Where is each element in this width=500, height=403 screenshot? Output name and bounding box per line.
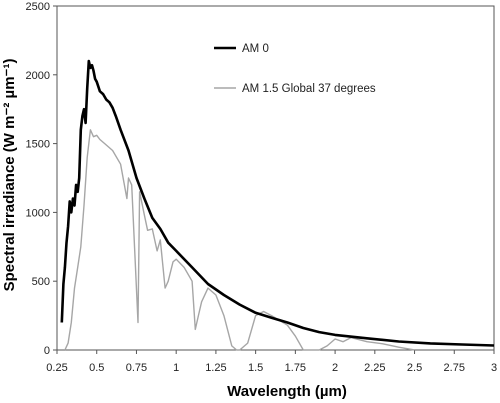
legend-label: AM 1.5 Global 37 degrees	[242, 83, 376, 95]
series-layer	[60, 59, 495, 351]
x-tick-label: 1	[173, 362, 179, 374]
y-axis-title: Spectral irradiance (W m⁻² µm⁻¹)	[1, 59, 18, 292]
y-tick-label: 0	[44, 345, 50, 357]
x-tick-label: 1.75	[285, 362, 306, 374]
series-line-am0	[60, 59, 495, 347]
y-tick-label: 500	[32, 276, 50, 288]
series-line-am15-global	[64, 129, 415, 351]
x-tick-label: 0.75	[126, 362, 147, 374]
x-axis-title: Wavelength (µm)	[227, 383, 347, 400]
x-tick-label: 2.75	[444, 362, 465, 374]
y-axis-ticks: 0 500 1000 1500 2000 2500	[26, 1, 57, 357]
legend-label: AM 0	[242, 43, 269, 55]
x-tick-label: 0.5	[89, 362, 104, 374]
x-tick-label: 1.25	[205, 362, 226, 374]
legend: AM 0 AM 1.5 Global 37 degrees	[214, 43, 376, 95]
plot-area-border	[56, 5, 495, 351]
x-tick-label: 2	[332, 362, 338, 374]
x-tick-label: 0.25	[46, 362, 67, 374]
y-tick-label: 2500	[26, 1, 50, 13]
x-tick-label: 1.5	[248, 362, 263, 374]
y-tick-label: 2000	[26, 70, 50, 82]
x-tick-label: 2.5	[407, 362, 422, 374]
y-tick-label: 1500	[26, 139, 50, 151]
x-tick-label: 3	[491, 362, 497, 374]
y-tick-label: 1000	[26, 207, 50, 219]
x-axis-ticks: 0.25 0.5 0.75 1 1.25 1.5 1.75 2 2.25 2.5 2.75 3	[46, 350, 497, 374]
x-tick-label: 2.25	[364, 362, 385, 374]
plot-frame	[56, 5, 495, 351]
